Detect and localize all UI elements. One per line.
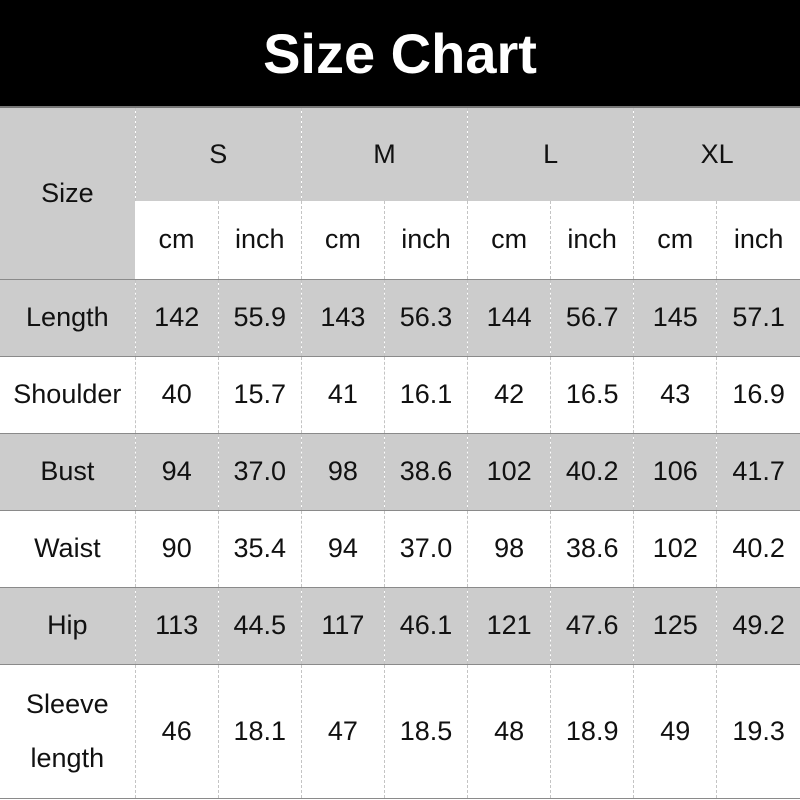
table-cell: 56.3 xyxy=(383,279,468,356)
table-cell: 145 xyxy=(633,279,717,356)
table-cell: 44.5 xyxy=(217,587,302,664)
table-cell: 48 xyxy=(467,664,551,798)
table-cell: 94 xyxy=(134,433,219,510)
size-xl-header: XL xyxy=(633,108,800,201)
table-cell: 49 xyxy=(633,664,717,798)
row-label: Sleeve length xyxy=(0,664,136,798)
row-label: Hip xyxy=(0,587,136,664)
size-s-header: S xyxy=(134,108,302,201)
table-cell: 90 xyxy=(134,510,219,587)
row-label: Shoulder xyxy=(0,356,136,433)
table-cell: 47 xyxy=(300,664,385,798)
table-cell: 102 xyxy=(467,433,551,510)
size-l-header: L xyxy=(467,108,634,201)
table-cell: 16.1 xyxy=(383,356,468,433)
table-cell: 37.0 xyxy=(217,433,302,510)
unit-cm-header: cm xyxy=(300,201,385,279)
table-cell: 143 xyxy=(300,279,385,356)
table-cell: 18.1 xyxy=(217,664,302,798)
table-row: Bust 94 37.0 98 38.6 102 40.2 106 41.7 xyxy=(0,433,800,510)
table-cell: 18.5 xyxy=(383,664,468,798)
table-cell: 98 xyxy=(300,433,385,510)
table-cell: 35.4 xyxy=(217,510,302,587)
table-cell: 47.6 xyxy=(550,587,634,664)
table-cell: 15.7 xyxy=(217,356,302,433)
corner-label: Size xyxy=(0,108,136,280)
table-cell: 46 xyxy=(134,664,219,798)
unit-inch-header: inch xyxy=(550,201,634,279)
table-row: Hip 113 44.5 117 46.1 121 47.6 125 49.2 xyxy=(0,587,800,664)
unit-header-row: cm inch cm inch cm inch cm inch xyxy=(0,201,800,279)
row-label: Bust xyxy=(0,433,136,510)
table-row: Length 142 55.9 143 56.3 144 56.7 145 57.1 xyxy=(0,279,800,356)
unit-cm-header: cm xyxy=(633,201,717,279)
table-cell: 43 xyxy=(633,356,717,433)
unit-cm-header: cm xyxy=(135,201,219,279)
table-cell: 55.9 xyxy=(217,279,302,356)
table-cell: 125 xyxy=(633,587,717,664)
table-cell: 113 xyxy=(134,587,219,664)
table-cell: 41.7 xyxy=(716,433,800,510)
table-cell: 16.9 xyxy=(716,356,800,433)
table-cell: 42 xyxy=(467,356,551,433)
table-cell: 121 xyxy=(467,587,551,664)
table-cell: 56.7 xyxy=(550,279,634,356)
table-cell: 94 xyxy=(300,510,385,587)
table-cell: 98 xyxy=(467,510,551,587)
row-label: Length xyxy=(0,279,136,356)
table-cell: 18.9 xyxy=(550,664,634,798)
table-cell: 117 xyxy=(300,587,385,664)
table-cell: 142 xyxy=(134,279,219,356)
table-cell: 38.6 xyxy=(383,433,468,510)
table-cell: 57.1 xyxy=(716,279,800,356)
size-table: Size S M L XL cm inch cm inch cm inch cm inch Length 1… xyxy=(0,108,800,799)
table-cell: 37.0 xyxy=(383,510,468,587)
table-cell: 19.3 xyxy=(716,664,800,798)
table-cell: 144 xyxy=(467,279,551,356)
row-label: Waist xyxy=(0,510,136,587)
table-cell: 40.2 xyxy=(550,433,634,510)
table-cell: 102 xyxy=(633,510,717,587)
unit-inch-header: inch xyxy=(383,201,468,279)
table-cell: 49.2 xyxy=(716,587,800,664)
table-cell: 106 xyxy=(633,433,717,510)
unit-inch-header: inch xyxy=(716,201,800,279)
table-row: Waist 90 35.4 94 37.0 98 38.6 102 40.2 xyxy=(0,510,800,587)
table-cell: 40 xyxy=(134,356,219,433)
unit-inch-header: inch xyxy=(217,201,302,279)
table-row: Shoulder 40 15.7 41 16.1 42 16.5 43 16.9 xyxy=(0,356,800,433)
table-cell: 16.5 xyxy=(550,356,634,433)
table-cell: 46.1 xyxy=(383,587,468,664)
table-cell: 38.6 xyxy=(550,510,634,587)
table-cell: 41 xyxy=(300,356,385,433)
table-row: Sleeve length 46 18.1 47 18.5 48 18.9 49 19.3 xyxy=(0,664,800,798)
unit-cm-header: cm xyxy=(467,201,551,279)
table-cell: 40.2 xyxy=(716,510,800,587)
size-header-row: Size S M L XL xyxy=(0,108,800,280)
page-title: Size Chart xyxy=(0,0,800,108)
size-m-header: M xyxy=(300,108,468,201)
